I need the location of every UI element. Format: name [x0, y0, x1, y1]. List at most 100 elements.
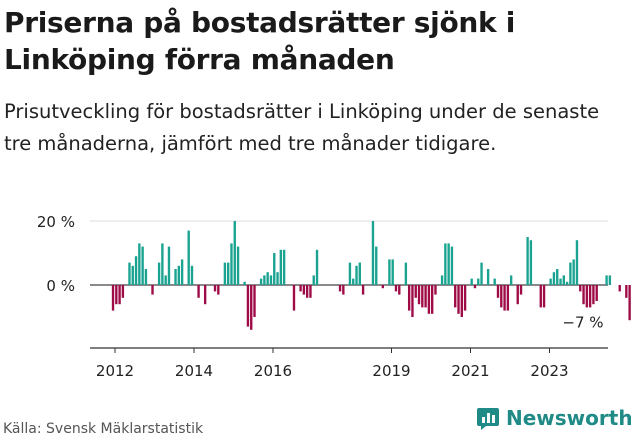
- bar: [454, 285, 457, 308]
- bar: [427, 285, 431, 314]
- bar: [259, 278, 263, 285]
- bar: [361, 285, 365, 295]
- bar: [407, 285, 411, 311]
- bar: [190, 265, 194, 285]
- bar: [141, 246, 144, 285]
- chart-subtitle: Prisutveckling för bostadsrätter i Linkö…: [4, 100, 600, 155]
- bar: [559, 278, 562, 285]
- bar: [375, 246, 378, 285]
- bar: [253, 285, 256, 317]
- bar: [506, 285, 510, 311]
- bar: [457, 285, 460, 314]
- bar: [151, 285, 154, 295]
- x-tick-label: 2016: [254, 362, 292, 380]
- bar: [605, 275, 608, 285]
- bar: [250, 285, 253, 330]
- bar: [539, 285, 542, 308]
- bar: [424, 285, 427, 308]
- bar: [217, 285, 220, 295]
- bar: [549, 278, 552, 285]
- bar: [227, 262, 230, 285]
- bar: [279, 249, 283, 285]
- newsworthy-logo[interactable]: Newsworthy: [476, 406, 631, 430]
- bar: [440, 275, 444, 285]
- x-tick-label: 2021: [451, 362, 489, 380]
- bar: [552, 272, 556, 285]
- bar: [595, 285, 598, 301]
- bar: [579, 285, 582, 292]
- bar: [569, 262, 572, 285]
- bar: [305, 285, 309, 298]
- bar: [111, 285, 115, 311]
- bar: [131, 265, 134, 285]
- bar: [381, 285, 385, 289]
- bar: [529, 240, 533, 285]
- chart-title: Priserna på bostadsrätter sjönk i Linköp…: [4, 6, 516, 76]
- bar: [223, 262, 227, 285]
- bar: [480, 262, 483, 285]
- bar: [562, 275, 565, 285]
- bar: [496, 285, 500, 298]
- bar: [417, 285, 421, 305]
- bar: [213, 285, 217, 292]
- bar: [233, 221, 236, 285]
- bar: [118, 285, 121, 305]
- bar: [516, 285, 519, 305]
- bar: [177, 265, 181, 285]
- bar: [575, 240, 579, 285]
- bar: [500, 285, 503, 308]
- bar-layer: [111, 221, 631, 330]
- bar: [394, 285, 398, 292]
- bar: [128, 262, 131, 285]
- bar: [592, 285, 595, 305]
- bar: [388, 259, 391, 285]
- bar: [526, 237, 529, 285]
- bar: [358, 262, 361, 285]
- bar: [421, 285, 424, 308]
- bar: [276, 272, 279, 285]
- bar: [470, 278, 473, 285]
- bar: [180, 259, 184, 285]
- bar: [161, 243, 164, 285]
- bar: [342, 285, 345, 295]
- bar: [628, 285, 631, 321]
- bar: [404, 262, 408, 285]
- bar: [157, 262, 161, 285]
- bar: [164, 275, 167, 285]
- bar: [355, 265, 358, 285]
- x-tick-label: 2014: [175, 362, 213, 380]
- bar: [434, 285, 437, 295]
- bar: [338, 285, 342, 292]
- bar: [282, 249, 286, 285]
- bar: [269, 275, 273, 285]
- bar: [556, 269, 559, 285]
- bar: [203, 285, 207, 305]
- bar: [608, 275, 612, 285]
- bar: [263, 275, 266, 285]
- bar: [572, 259, 575, 285]
- bar: [460, 285, 463, 317]
- bar: [187, 230, 190, 285]
- brand-name: Newsworthy: [506, 406, 631, 430]
- last-value-label: −7 %: [562, 313, 603, 331]
- bar: [582, 285, 585, 305]
- bar: [473, 285, 477, 289]
- bar: [138, 243, 141, 285]
- bar: [444, 243, 447, 285]
- bar: [292, 285, 296, 311]
- bar: [519, 285, 523, 295]
- source-note: Källa: Svensk Mäklarstatistik: [3, 421, 204, 437]
- x-tick-label: 2019: [372, 362, 410, 380]
- bar: [486, 269, 490, 285]
- bar: [391, 259, 394, 285]
- y-tick-label: 0 %: [46, 277, 75, 295]
- bar: [315, 249, 319, 285]
- bar: [167, 246, 171, 285]
- newsworthy-icon: [477, 408, 499, 430]
- bar: [431, 285, 434, 314]
- bar: [588, 285, 592, 308]
- bar: [352, 278, 355, 285]
- bar: [398, 285, 401, 295]
- bar: [243, 281, 246, 285]
- bar: [174, 269, 177, 285]
